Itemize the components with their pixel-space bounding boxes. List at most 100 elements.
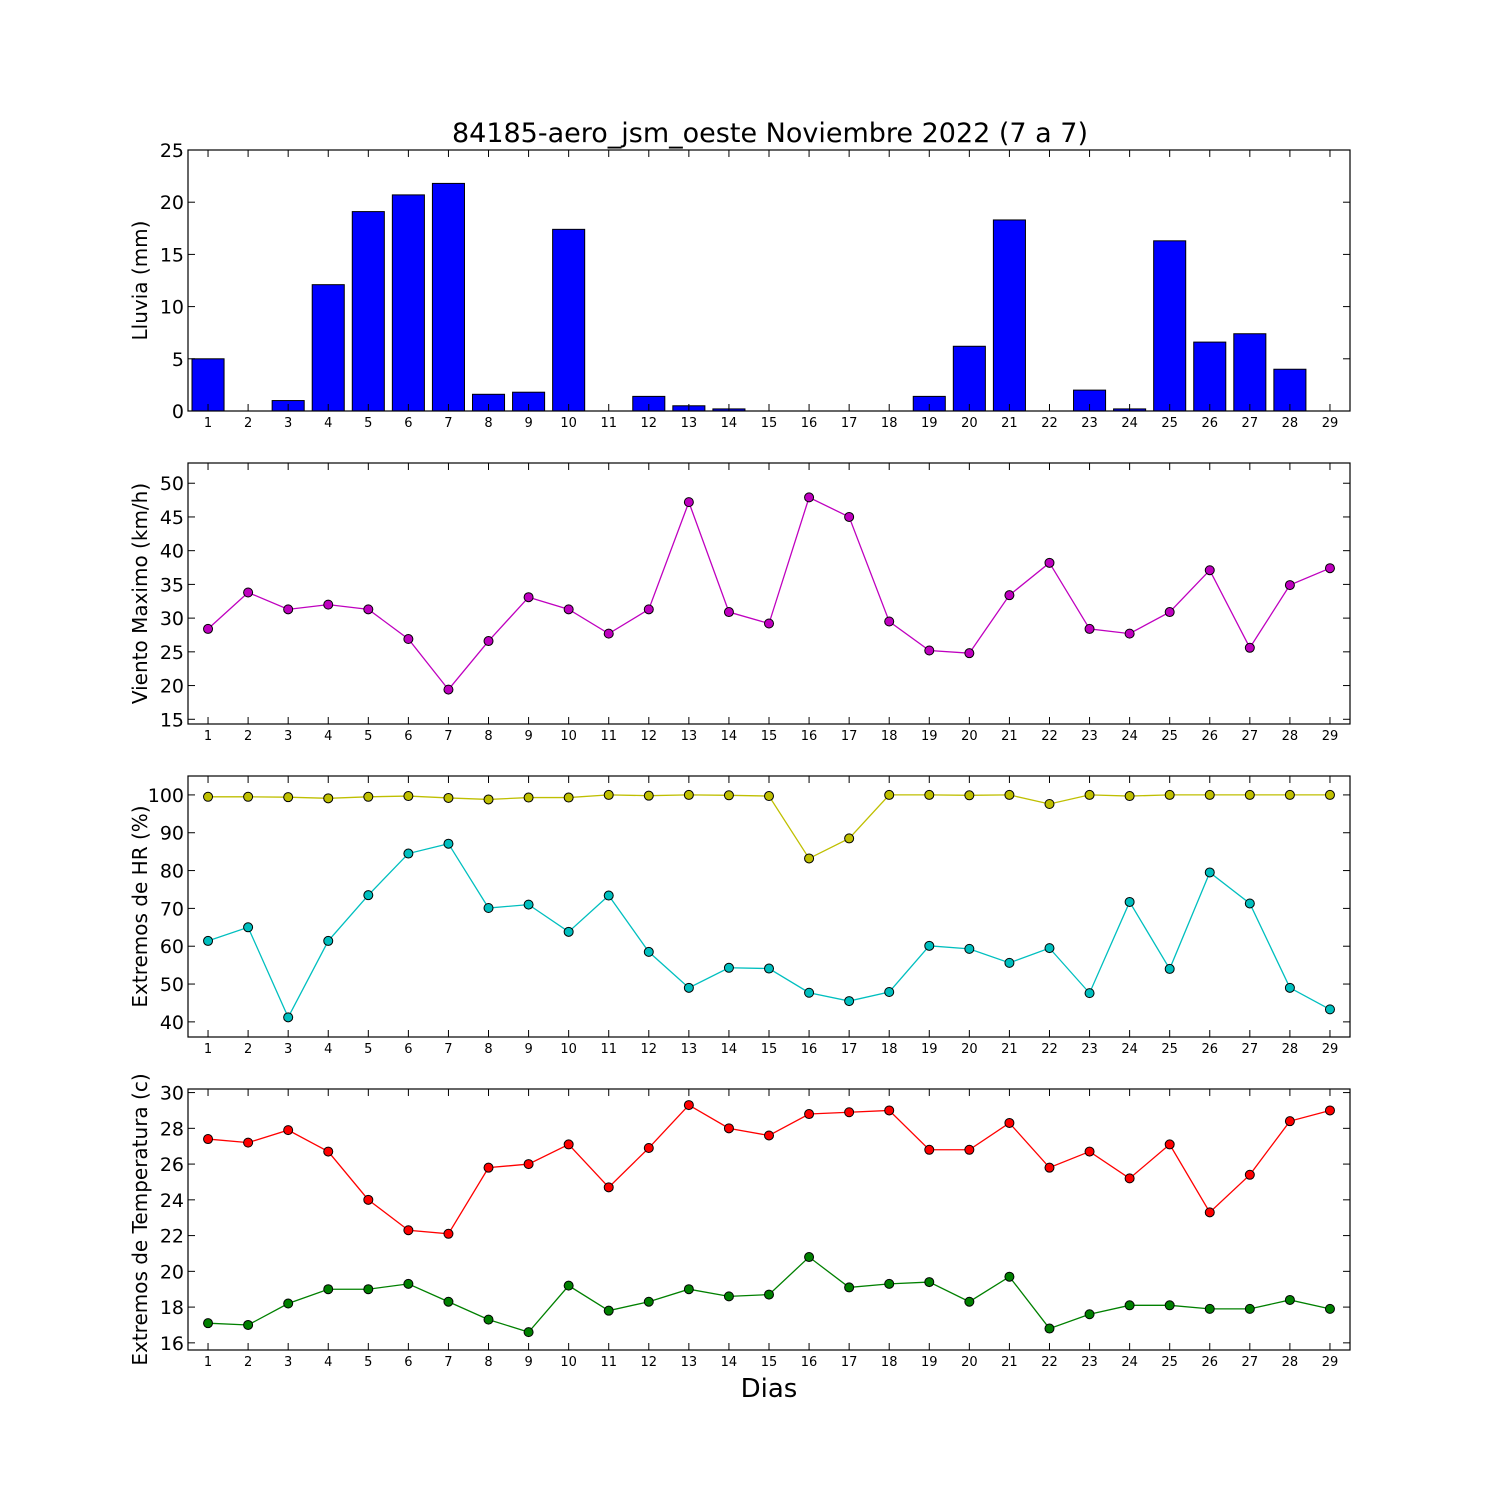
wind-series-0-point-day-15 — [764, 618, 774, 629]
wind-xtick-label-9: 9 — [524, 729, 532, 744]
rain-xtick-label-23: 23 — [1081, 416, 1098, 431]
temperature-xtick-label-17: 17 — [841, 1355, 858, 1370]
humidity-series-1-point-day-24 — [1124, 896, 1135, 907]
temperature-series-0-point-day-6 — [403, 1225, 414, 1236]
rain-xtick-label-22: 22 — [1041, 416, 1058, 431]
temperature-series-1-point-day-19 — [924, 1277, 935, 1288]
temperature-series-1-point-day-24 — [1124, 1300, 1135, 1311]
wind-series-0-point-day-29 — [1324, 563, 1335, 574]
temperature-xtick-label-23: 23 — [1081, 1355, 1098, 1370]
humidity-ytick-label-100: 100 — [148, 785, 184, 807]
humidity-series-1-point-day-29 — [1324, 1004, 1335, 1015]
temperature-series-1-point-day-26 — [1204, 1303, 1215, 1314]
temperature-xtick-label-3: 3 — [284, 1355, 292, 1370]
wind-xtick-label-26: 26 — [1201, 729, 1218, 744]
humidity-y-axis-label: Extremos de HR (%) — [128, 805, 152, 1007]
temperature-series-0-point-day-1 — [203, 1134, 214, 1145]
temperature-series-0-point-day-7 — [443, 1228, 454, 1239]
temperature-series-1-point-day-3 — [283, 1298, 294, 1309]
wind-ytick-label-20: 20 — [160, 676, 184, 698]
temperature-xtick-label-21: 21 — [1001, 1355, 1018, 1370]
wind-xtick-label-16: 16 — [801, 729, 818, 744]
rain-bar-day-6 — [391, 194, 425, 412]
humidity-xtick-label-25: 25 — [1161, 1042, 1178, 1057]
rain-xtick-label-7: 7 — [444, 416, 452, 431]
temperature-series-0-point-day-20 — [964, 1144, 975, 1155]
rain-xtick-label-27: 27 — [1242, 416, 1259, 431]
wind-xtick-label-29: 29 — [1322, 729, 1339, 744]
rain-bar-day-25 — [1153, 240, 1187, 412]
rain-ytick-label-10: 10 — [160, 297, 184, 319]
temperature-ytick-label-30: 30 — [160, 1083, 184, 1105]
temperature-series-1-point-day-5 — [363, 1284, 374, 1295]
humidity-series-0-point-day-22 — [1044, 798, 1055, 809]
temperature-plot-area — [188, 1089, 1350, 1350]
temperature-xtick-label-10: 10 — [560, 1355, 577, 1370]
humidity-series-1-point-day-26 — [1204, 867, 1215, 878]
humidity-xtick-label-22: 22 — [1041, 1042, 1058, 1057]
wind-xtick-label-3: 3 — [284, 729, 292, 744]
rain-ytick-label-25: 25 — [160, 140, 184, 162]
x-axis-label: Dias — [741, 1374, 798, 1404]
rain-y-axis-label: Lluvia (mm) — [128, 221, 152, 341]
temperature-xtick-label-29: 29 — [1322, 1355, 1339, 1370]
humidity-series-0-point-day-1 — [203, 791, 214, 802]
wind-xtick-label-22: 22 — [1041, 729, 1058, 744]
temperature-xtick-label-12: 12 — [641, 1355, 658, 1370]
humidity-series-1-point-day-23 — [1084, 988, 1095, 999]
temperature-series-1-point-day-1 — [203, 1318, 214, 1329]
rain-xtick-label-29: 29 — [1322, 416, 1339, 431]
temperature-xtick-label-28: 28 — [1282, 1355, 1299, 1370]
rain-xtick-label-4: 4 — [324, 416, 332, 431]
temperature-series-0-point-day-28 — [1284, 1116, 1295, 1127]
humidity-series-0-point-day-20 — [964, 790, 975, 801]
temperature-series-1-point-day-28 — [1284, 1294, 1295, 1305]
temperature-xtick-label-19: 19 — [921, 1355, 938, 1370]
temperature-ytick-label-16: 16 — [160, 1333, 184, 1355]
wind-xtick-label-14: 14 — [721, 729, 738, 744]
wind-series-0-point-day-18 — [884, 616, 895, 627]
rain-ytick-label-20: 20 — [160, 192, 184, 214]
humidity-series-0-point-day-16 — [804, 853, 815, 864]
humidity-ytick-label-60: 60 — [160, 936, 184, 958]
wind-ytick-label-25: 25 — [160, 642, 184, 664]
rain-xtick-label-11: 11 — [600, 416, 617, 431]
humidity-xtick-label-29: 29 — [1322, 1042, 1339, 1057]
wind-series-0-point-day-1 — [203, 623, 214, 634]
rain-xtick-label-24: 24 — [1121, 416, 1138, 431]
temperature-series-1-point-day-15 — [764, 1289, 774, 1300]
wind-ytick-label-15: 15 — [160, 709, 184, 731]
temperature-series-1-point-day-20 — [964, 1296, 975, 1307]
wind-plot-area — [188, 463, 1350, 724]
temperature-series-0-point-day-27 — [1244, 1169, 1255, 1180]
wind-xtick-label-1: 1 — [204, 729, 212, 744]
humidity-xtick-label-18: 18 — [881, 1042, 898, 1057]
temperature-series-0-point-day-15 — [764, 1130, 774, 1141]
humidity-series-1-point-day-11 — [603, 890, 614, 901]
temperature-series-1-point-day-29 — [1324, 1303, 1335, 1314]
temperature-series-0-point-day-18 — [884, 1105, 895, 1116]
rain-xtick-label-9: 9 — [524, 416, 532, 431]
temperature-series-1-point-day-7 — [443, 1296, 454, 1307]
wind-ytick-label-45: 45 — [160, 507, 184, 529]
humidity-series-1-point-day-13 — [683, 982, 694, 993]
rain-xtick-label-5: 5 — [364, 416, 372, 431]
temperature-ytick-label-22: 22 — [160, 1226, 184, 1248]
temperature-ytick-label-20: 20 — [160, 1261, 184, 1283]
temperature-series-0-point-day-3 — [283, 1125, 294, 1136]
humidity-xtick-label-17: 17 — [841, 1042, 858, 1057]
humidity-series-0-point-day-4 — [323, 793, 334, 804]
humidity-xtick-label-9: 9 — [524, 1042, 532, 1057]
humidity-ytick-label-40: 40 — [160, 1012, 184, 1034]
rain-bar-day-1 — [191, 358, 225, 412]
humidity-ytick-label-50: 50 — [160, 974, 184, 996]
wind-xtick-label-5: 5 — [364, 729, 372, 744]
temperature-series-0-point-day-9 — [523, 1159, 534, 1170]
temperature-series-0-point-day-13 — [683, 1100, 694, 1111]
temperature-ytick-label-24: 24 — [160, 1190, 184, 1212]
temperature-series-0-point-day-17 — [844, 1107, 855, 1118]
temperature-xtick-label-20: 20 — [961, 1355, 978, 1370]
temperature-series-1-point-day-27 — [1244, 1303, 1255, 1314]
